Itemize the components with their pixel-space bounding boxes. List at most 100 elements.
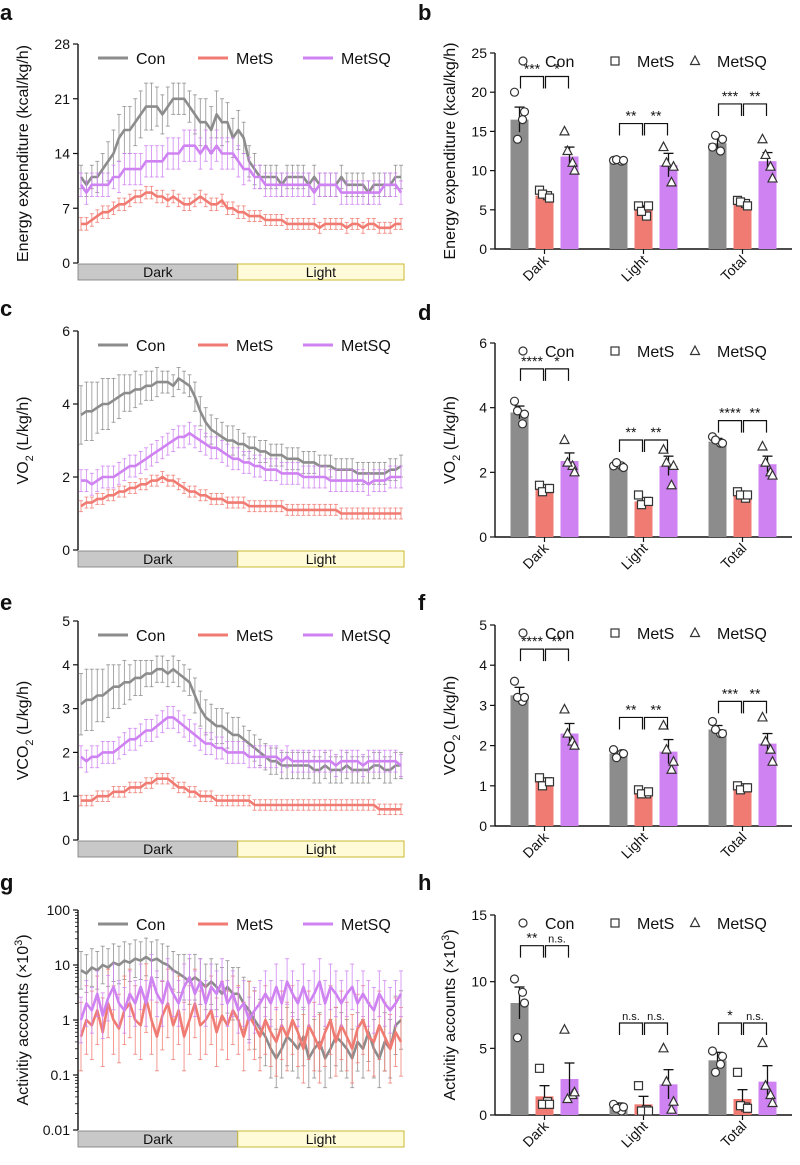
significance-bracket: ****: [717, 405, 743, 433]
data-point-square: [643, 1106, 654, 1116]
y-tick-label: 6: [479, 335, 487, 351]
y-tick-label: 4: [62, 396, 70, 412]
y-tick-label: 5: [479, 617, 487, 633]
data-point-circle: [710, 1067, 721, 1077]
bracket-line: [643, 1022, 669, 1035]
data-point-circle: [518, 628, 528, 638]
data-point-triangle: [661, 456, 672, 467]
data-point-triangle: [658, 443, 669, 454]
significance-bracket: **: [618, 701, 644, 730]
data-point-circle: [518, 56, 528, 66]
significance-label: ****: [719, 405, 741, 421]
data-point-circle: [715, 146, 726, 156]
data-point-circle: [518, 918, 528, 928]
series-mets: [79, 471, 403, 520]
bracket-line: [643, 439, 669, 452]
legend-label-mets: MetS: [236, 628, 273, 645]
y-axis-label-main: VCO: [15, 746, 32, 781]
significance-label: **: [750, 88, 761, 104]
data-point-circle: [517, 419, 528, 429]
y-tick-label: 5: [62, 613, 70, 629]
bracket-line: [618, 716, 644, 730]
data-point-circle: [717, 1051, 728, 1061]
data-point-triangle: [658, 140, 669, 152]
panel-letter-h: h: [418, 870, 432, 895]
light-phase-band: [237, 840, 405, 858]
bar-series-con: [509, 87, 728, 249]
legend-label-con: Con: [545, 916, 574, 933]
series-line-con: [80, 667, 401, 772]
legend-label-mets: MetS: [236, 51, 273, 68]
legend-label-con: Con: [545, 626, 574, 643]
data-point-triangle: [760, 456, 771, 467]
y-tick-label: 0: [479, 529, 487, 545]
bracket-line: [717, 700, 743, 714]
bar-con: [609, 753, 628, 826]
legend-label-con: Con: [136, 51, 165, 68]
light-phase-label: Light: [306, 264, 336, 280]
significance-label: **: [626, 108, 637, 124]
significance-bracket: **: [742, 405, 768, 433]
bar-series-con: [509, 396, 728, 537]
data-point-circle: [517, 987, 528, 997]
significance-bracket: **: [742, 88, 768, 116]
legend-label-metsq: MetSQ: [341, 628, 391, 645]
data-point-circle: [707, 142, 718, 152]
bar-series-mets: [534, 185, 753, 249]
y-axis-label-sub: 2: [24, 455, 36, 461]
data-point-square: [544, 483, 555, 494]
bar-metsq: [560, 461, 579, 537]
legend-label-con: Con: [136, 338, 165, 355]
bracket-line: [643, 716, 669, 730]
data-point-square: [544, 1099, 555, 1109]
chart-activity-timecourse: 0.01 0.1 1 10 100 Activitiy accounts (×103) Da…: [13, 902, 405, 1148]
bracket-line: [618, 122, 644, 136]
panel-letter-g: g: [0, 870, 14, 895]
data-point-square: [633, 1081, 644, 1091]
y-tick-label: 14: [54, 146, 70, 162]
significance-label: n.s.: [548, 934, 566, 946]
bracket-line: [717, 103, 743, 116]
series-line-metsq: [81, 431, 401, 486]
y-axis-label-sub: 2: [451, 455, 463, 461]
data-point-square: [534, 1063, 545, 1073]
significance-bracket: ****: [519, 353, 545, 381]
significance-label: *: [554, 61, 560, 77]
bar-con: [609, 160, 628, 249]
bar-con: [609, 465, 628, 537]
data-point-circle: [509, 974, 520, 984]
series-metsq: [79, 705, 403, 777]
y-tick-label: 0.01: [43, 1122, 70, 1138]
data-point-triangle: [668, 1095, 679, 1106]
y-tick-label: 20: [471, 84, 487, 100]
data-point-triangle: [666, 176, 677, 187]
bar-con: [510, 1003, 529, 1115]
bar-metsq: [560, 156, 579, 249]
data-point-circle: [611, 458, 622, 468]
significance-label: ***: [524, 61, 541, 77]
data-point-triangle: [760, 735, 771, 746]
significance-label: **: [651, 108, 662, 124]
y-tick-label: 0: [479, 1107, 487, 1123]
significance-label: n.s.: [647, 1011, 665, 1023]
series-line-metsq: [79, 144, 403, 194]
bar-mets: [634, 793, 653, 826]
y-tick-label: 0: [62, 542, 70, 558]
bracket-line: [618, 1022, 644, 1035]
y-axis-label: Activitiy accounts (×103): [440, 929, 459, 1100]
data-point-square: [633, 490, 644, 500]
dark-phase-label: Dark: [143, 551, 174, 567]
significance-label: ****: [521, 353, 543, 369]
data-point-triangle: [765, 1088, 776, 1100]
light-phase-band: [237, 1130, 405, 1148]
panel-letter-b: b: [418, 0, 432, 25]
series-line-con: [79, 97, 401, 194]
bar-con: [708, 143, 727, 249]
y-tick-label: 0: [62, 832, 70, 848]
significance-label: **: [626, 424, 637, 440]
light-phase-label: Light: [306, 1131, 336, 1147]
data-point-circle: [707, 1046, 718, 1056]
y-axis-label-rest: (L/kg/h): [15, 681, 32, 740]
y-axis-label-main: Activitiy accounts (×10: [15, 946, 32, 1106]
